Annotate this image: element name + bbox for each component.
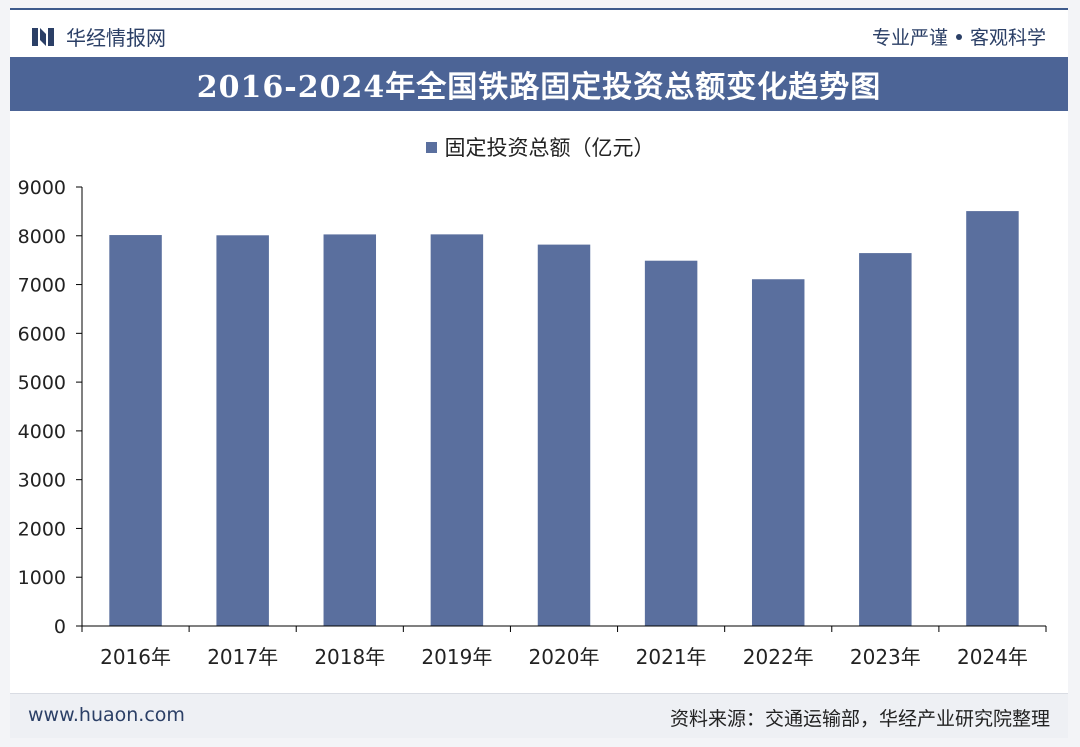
legend: 固定投资总额（亿元）	[0, 132, 1080, 162]
x-tick-label: 2018年	[314, 645, 385, 669]
chart-title: 2016-2024年全国铁路固定投资总额变化趋势图	[196, 70, 882, 105]
x-tick-label: 2017年	[207, 645, 278, 669]
bar	[109, 235, 162, 626]
y-tick-label: 4000	[18, 421, 66, 443]
bullet-dot-icon	[955, 33, 962, 40]
y-tick-label: 2000	[18, 518, 66, 540]
bar	[966, 211, 1019, 626]
title-bar: 2016-2024年全国铁路固定投资总额变化趋势图	[10, 57, 1068, 111]
x-tick-label: 2019年	[421, 645, 492, 669]
bar	[751, 279, 805, 626]
bar	[430, 234, 484, 626]
y-tick-label: 9000	[18, 177, 66, 199]
website-text: www.huaon.com	[28, 704, 185, 726]
y-tick-label: 8000	[18, 226, 66, 248]
legend-swatch	[425, 141, 437, 153]
bar	[644, 260, 698, 626]
brand: 华经情报网	[32, 22, 166, 51]
bar	[216, 235, 269, 627]
brand-name: 华经情报网	[66, 26, 166, 50]
source-text: 资料来源：交通运输部，华经产业研究院整理	[669, 708, 1050, 730]
slogan: 专业严谨 客观科学	[872, 23, 1046, 50]
bar	[323, 234, 377, 627]
slogan-right: 客观科学	[969, 27, 1046, 49]
bar	[859, 253, 912, 627]
x-tick-label: 2022年	[743, 645, 814, 669]
footer: www.huaon.com 资料来源：交通运输部，华经产业研究院整理	[10, 693, 1068, 738]
x-tick-label: 2023年	[850, 645, 921, 669]
bar	[537, 244, 591, 626]
header: 华经情报网 专业严谨 客观科学	[10, 10, 1068, 56]
legend-label: 固定投资总额（亿元）	[444, 136, 655, 160]
y-tick-label: 7000	[18, 275, 66, 297]
slogan-left: 专业严谨	[871, 27, 948, 49]
y-tick-label: 1000	[18, 567, 66, 589]
x-tick-label: 2024年	[957, 645, 1028, 669]
y-tick-label: 5000	[18, 372, 66, 394]
y-tick-label: 3000	[18, 470, 66, 492]
top-rule	[10, 8, 1068, 10]
brand-logo-icon	[32, 27, 54, 46]
x-tick-label: 2016年	[100, 645, 171, 669]
x-tick-label: 2021年	[636, 645, 707, 669]
y-tick-label: 0	[54, 616, 66, 638]
y-tick-label: 6000	[18, 323, 66, 345]
x-tick-label: 2020年	[529, 645, 600, 669]
